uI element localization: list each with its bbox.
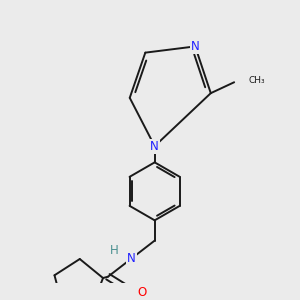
Text: N: N: [150, 140, 159, 153]
Text: H: H: [110, 244, 118, 257]
Text: N: N: [191, 40, 200, 53]
Text: N: N: [127, 252, 136, 265]
Text: CH₃: CH₃: [248, 76, 265, 85]
Text: O: O: [138, 286, 147, 299]
